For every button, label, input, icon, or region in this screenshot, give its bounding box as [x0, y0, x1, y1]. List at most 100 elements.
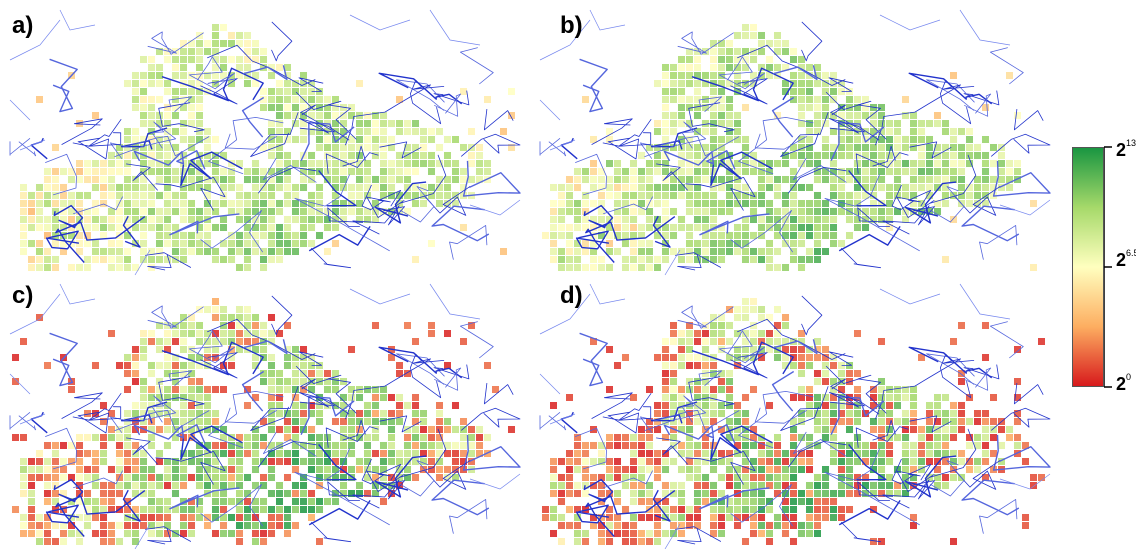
grid-cell	[742, 506, 749, 513]
grid-cell	[670, 330, 677, 337]
grid-cell	[622, 522, 629, 529]
grid-cell	[388, 354, 395, 361]
grid-cell	[268, 354, 275, 361]
grid-cell	[958, 322, 965, 329]
grid-cell	[388, 418, 395, 425]
road-line	[618, 118, 652, 147]
grid-cell	[950, 450, 957, 457]
grid-cell	[958, 168, 965, 175]
grid-cell	[188, 530, 195, 537]
grid-cell	[774, 354, 781, 361]
grid-cell	[396, 370, 403, 377]
grid-cell	[718, 506, 725, 513]
grid-cell	[958, 410, 965, 417]
grid-cell	[726, 184, 733, 191]
grid-cell	[212, 330, 219, 337]
road-line	[787, 441, 847, 468]
grid-cell	[68, 232, 75, 239]
grid-cell	[558, 458, 565, 465]
outer-road-line	[539, 373, 561, 395]
grid-cell	[52, 490, 59, 497]
grid-cell	[718, 160, 725, 167]
grid-cell	[300, 176, 307, 183]
grid-cell	[838, 128, 845, 135]
grid-cell	[718, 522, 725, 529]
grid-cell	[630, 498, 637, 505]
grid-cell	[694, 80, 701, 87]
grid-cell	[646, 490, 653, 497]
grid-cell	[774, 442, 781, 449]
grid-cell	[284, 136, 291, 143]
grid-cell	[180, 482, 187, 489]
grid-cell	[20, 200, 27, 207]
grid-cell	[566, 522, 573, 529]
colorbar-tick-min-exp: 0	[1126, 371, 1132, 382]
grid-cell	[702, 240, 709, 247]
grid-cell	[252, 168, 259, 175]
grid-cell	[404, 152, 411, 159]
grid-cell	[870, 458, 877, 465]
grid-cell	[638, 450, 645, 457]
grid-cell	[308, 386, 315, 393]
road-line	[295, 91, 357, 140]
road-line	[929, 154, 977, 204]
road-line	[929, 428, 977, 478]
grid-cell	[790, 498, 797, 505]
grid-cell	[420, 192, 427, 199]
grid-cell	[164, 128, 171, 135]
grid-cell	[348, 208, 355, 215]
grid-cell	[934, 394, 941, 401]
grid-cell	[140, 72, 147, 79]
grid-cell	[396, 128, 403, 135]
grid-cell	[332, 168, 339, 175]
grid-cell	[606, 224, 613, 231]
grid-cell	[974, 434, 981, 441]
grid-cell	[734, 168, 741, 175]
grid-cell	[404, 160, 411, 167]
grid-cell	[268, 216, 275, 223]
grid-cell	[244, 224, 251, 231]
grid-cell	[1038, 338, 1045, 345]
grid-cell	[662, 160, 669, 167]
grid-cell	[212, 248, 219, 255]
road-line	[310, 521, 351, 543]
grid-cell	[990, 434, 997, 441]
grid-cell	[220, 362, 227, 369]
grid-cell	[614, 458, 621, 465]
grid-cell	[846, 474, 853, 481]
grid-cell	[292, 482, 299, 489]
grid-cell	[934, 402, 941, 409]
grid-cell	[68, 208, 75, 215]
grid-cell	[172, 64, 179, 71]
grid-cell	[622, 240, 629, 247]
grid-cell	[20, 514, 27, 521]
grid-cell	[380, 450, 387, 457]
grid-cell	[396, 160, 403, 167]
grid-cell	[782, 160, 789, 167]
road-line	[698, 96, 723, 113]
grid-cell	[574, 442, 581, 449]
outer-road-line	[349, 14, 411, 31]
grid-cell	[742, 240, 749, 247]
grid-cell	[356, 426, 363, 433]
grid-cell	[838, 466, 845, 473]
grid-cell	[476, 144, 483, 151]
grid-cell	[854, 418, 861, 425]
grid-cell	[694, 216, 701, 223]
grid-cell	[132, 402, 139, 409]
grid-cell	[878, 466, 885, 473]
grid-cell	[332, 136, 339, 143]
grid-cell	[774, 64, 781, 71]
grid-cell	[188, 394, 195, 401]
grid-cell	[774, 232, 781, 239]
grid-cell	[100, 450, 107, 457]
grid-cell	[910, 394, 917, 401]
grid-cell	[148, 394, 155, 401]
grid-cell	[662, 208, 669, 215]
grid-cell	[404, 434, 411, 441]
grid-cell	[372, 216, 379, 223]
grid-cell	[806, 410, 813, 417]
grid-cell	[958, 192, 965, 199]
grid-cell	[108, 160, 115, 167]
grid-cell	[902, 216, 909, 223]
